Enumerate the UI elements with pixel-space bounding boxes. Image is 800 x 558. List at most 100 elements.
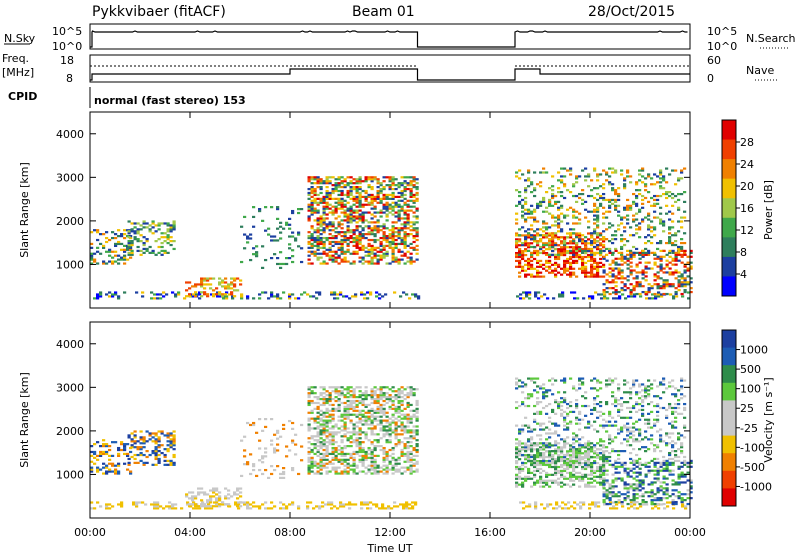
- heatmap-cell: [518, 248, 521, 250]
- heatmap-cell: [383, 414, 386, 416]
- heatmap-cell: [378, 507, 381, 509]
- heatmap-cell: [359, 247, 362, 249]
- heatmap-cell: [536, 462, 539, 464]
- heatmap-cell: [314, 418, 317, 420]
- heatmap-cell: [317, 259, 320, 261]
- heatmap-cell: [605, 173, 608, 175]
- heatmap-cell: [602, 183, 605, 185]
- heatmap-cell: [416, 239, 419, 241]
- heatmap-cell: [621, 260, 624, 262]
- heatmap-cell: [344, 427, 347, 429]
- heatmap-cell: [636, 265, 639, 267]
- heatmap-cell: [308, 420, 311, 422]
- heatmap-cell: [684, 277, 687, 279]
- heatmap-cell: [123, 445, 126, 447]
- heatmap-cell: [386, 412, 389, 414]
- heatmap-cell: [554, 224, 557, 226]
- heatmap-cell: [128, 436, 131, 438]
- heatmap-cell: [554, 248, 557, 250]
- heatmap-cell: [371, 443, 374, 445]
- heatmap-cell: [668, 232, 671, 234]
- heatmap-cell: [518, 244, 521, 246]
- heatmap-cell: [99, 505, 102, 507]
- heatmap-cell: [563, 428, 566, 430]
- heatmap-cell: [572, 222, 575, 224]
- heatmap-cell: [611, 203, 614, 205]
- heatmap-cell: [386, 176, 389, 178]
- heatmap-cell: [533, 413, 536, 415]
- heatmap-cell: [335, 188, 338, 190]
- heatmap-cell: [200, 487, 203, 489]
- heatmap-cell: [533, 444, 536, 446]
- heatmap-cell: [314, 435, 317, 437]
- heatmap-cell: [612, 287, 615, 289]
- heatmap-cell: [159, 293, 162, 295]
- heatmap-cell: [633, 256, 636, 258]
- heatmap-cell: [410, 416, 413, 418]
- heatmap-cell: [128, 252, 131, 254]
- heatmap-cell: [416, 178, 419, 180]
- heatmap-cell: [401, 421, 404, 423]
- heatmap-cell: [212, 491, 215, 493]
- heatmap-cell: [146, 240, 149, 242]
- heatmap-cell: [587, 486, 590, 488]
- heatmap-cell: [677, 220, 680, 222]
- heatmap-cell: [569, 169, 572, 171]
- heatmap-cell: [308, 388, 311, 390]
- heatmap-cell: [551, 264, 554, 266]
- heatmap-cell: [341, 449, 344, 451]
- heatmap-cell: [678, 289, 681, 291]
- heatmap-cell: [308, 198, 311, 200]
- heatmap-cell: [638, 173, 641, 175]
- heatmap-cell: [605, 211, 608, 213]
- heatmap-cell: [371, 260, 374, 262]
- heatmap-cell: [674, 240, 677, 242]
- heatmap-cell: [668, 252, 671, 254]
- heatmap-cell: [246, 461, 249, 463]
- heatmap-cell: [249, 233, 252, 235]
- heatmap-cell: [617, 195, 620, 197]
- heatmap-cell: [618, 267, 621, 269]
- heatmap-cell: [347, 465, 350, 467]
- heatmap-cell: [377, 455, 380, 457]
- heatmap-cell: [572, 232, 575, 234]
- nsky-label: N.Sky: [4, 32, 36, 45]
- heatmap-cell: [308, 251, 311, 253]
- heatmap-cell: [611, 167, 614, 169]
- heatmap-cell: [210, 507, 213, 509]
- heatmap-cell: [563, 419, 566, 421]
- heatmap-cell: [282, 467, 285, 469]
- heatmap-cell: [291, 249, 294, 251]
- heatmap-cell: [548, 246, 551, 248]
- heatmap-cell: [527, 264, 530, 266]
- heatmap-cell: [666, 265, 669, 267]
- heatmap-cell: [362, 423, 365, 425]
- heatmap-cell: [332, 410, 335, 412]
- heatmap-cell: [341, 227, 344, 229]
- heatmap-cell: [416, 402, 419, 404]
- heatmap-cell: [353, 429, 356, 431]
- heatmap-cell: [341, 435, 344, 437]
- heatmap-cell: [551, 432, 554, 434]
- heatmap-cell: [380, 412, 383, 414]
- heatmap-cell: [641, 207, 644, 209]
- heatmap-cell: [356, 404, 359, 406]
- heatmap-cell: [615, 291, 618, 293]
- heatmap-cell: [143, 236, 146, 238]
- heatmap-cell: [350, 455, 353, 457]
- heatmap-cell: [609, 507, 612, 509]
- heatmap-cell: [635, 197, 638, 199]
- heatmap-cell: [371, 431, 374, 433]
- heatmap-cell: [566, 252, 569, 254]
- heatmap-cell: [368, 423, 371, 425]
- heatmap-cell: [416, 410, 419, 412]
- heatmap-cell: [557, 224, 560, 226]
- heatmap-cell: [386, 251, 389, 253]
- heatmap-cell: [576, 297, 579, 299]
- heatmap-cell: [314, 472, 317, 474]
- heatmap-cell: [359, 188, 362, 190]
- heatmap-cell: [348, 507, 351, 509]
- heatmap-cell: [155, 254, 158, 256]
- heatmap-cell: [560, 254, 563, 256]
- heatmap-cell: [374, 418, 377, 420]
